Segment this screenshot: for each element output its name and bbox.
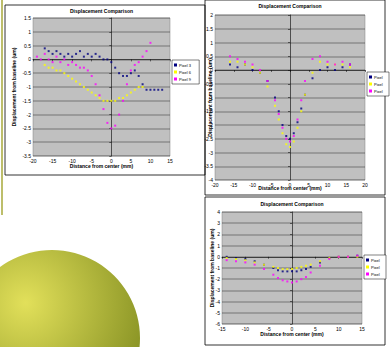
svg-text:-4: -4: [216, 299, 221, 305]
svg-text:-15: -15: [218, 326, 225, 332]
svg-text:Displacement Comparison: Displacement Comparison: [258, 3, 321, 9]
svg-text:-2.5: -2.5: [204, 135, 213, 142]
svg-text:-10: -10: [249, 182, 256, 188]
svg-text:1.5: 1.5: [24, 15, 31, 21]
svg-text:-2: -2: [216, 276, 221, 282]
svg-text:-2: -2: [27, 112, 32, 118]
svg-text:-3: -3: [216, 287, 221, 293]
svg-text:10: 10: [336, 326, 342, 332]
svg-text:10: 10: [148, 158, 154, 164]
svg-text:-20: -20: [29, 158, 36, 164]
svg-text:-15: -15: [230, 182, 237, 188]
svg-text:-10: -10: [68, 157, 76, 164]
svg-text:1: 1: [217, 243, 220, 249]
svg-text:-3.5: -3.5: [22, 153, 31, 159]
svg-text:0.5: 0.5: [206, 53, 213, 60]
svg-text:-5: -5: [89, 157, 94, 164]
svg-text:Pixel: Pixel: [371, 272, 380, 277]
svg-text:0: 0: [217, 254, 220, 260]
svg-text:Pixel 9: Pixel 9: [179, 77, 192, 82]
svg-text:1: 1: [28, 29, 31, 35]
svg-text:10: 10: [325, 182, 331, 188]
svg-text:0: 0: [290, 325, 294, 332]
svg-text:Pixel 6: Pixel 6: [179, 70, 192, 75]
svg-text:-15: -15: [49, 158, 56, 164]
svg-text:Distance from center (mm): Distance from center (mm): [70, 163, 134, 169]
svg-text:Pixel: Pixel: [374, 89, 383, 94]
svg-text:1.5: 1.5: [206, 26, 213, 32]
svg-text:Distance from center (mm): Distance from center (mm): [260, 331, 324, 337]
svg-text:0: 0: [109, 157, 113, 164]
svg-text:-1.5: -1.5: [22, 98, 31, 104]
svg-text:-0.5: -0.5: [22, 70, 31, 76]
svg-text:-4: -4: [208, 177, 213, 183]
svg-text:-2.5: -2.5: [22, 125, 31, 131]
svg-text:Displacement from baseline (um: Displacement from baseline (um): [207, 58, 213, 137]
svg-text:-3: -3: [209, 150, 214, 156]
svg-text:-3: -3: [27, 139, 32, 145]
svg-text:Pixel: Pixel: [374, 75, 383, 80]
svg-text:Pixel 3: Pixel 3: [179, 63, 192, 68]
svg-text:15: 15: [343, 182, 349, 188]
svg-text:-20: -20: [211, 182, 218, 188]
svg-text:5: 5: [313, 325, 317, 332]
svg-text:Displacement from baseline (um: Displacement from baseline (um): [11, 47, 17, 126]
svg-text:-5: -5: [216, 310, 221, 316]
svg-text:5: 5: [129, 157, 133, 164]
svg-text:Pixel: Pixel: [374, 82, 383, 87]
svg-text:-1: -1: [216, 265, 221, 271]
svg-text:4: 4: [217, 209, 220, 215]
svg-text:Pixel: Pixel: [371, 265, 380, 270]
svg-text:2: 2: [210, 12, 213, 18]
svg-text:-3.5: -3.5: [204, 163, 213, 169]
svg-text:-6: -6: [215, 321, 220, 327]
svg-text:0: 0: [28, 56, 31, 62]
svg-text:-5: -5: [266, 325, 271, 332]
svg-text:3: 3: [217, 220, 220, 226]
svg-text:-1: -1: [27, 84, 32, 90]
svg-text:Displacement Comparison: Displacement Comparison: [70, 8, 133, 14]
svg-text:Pixel: Pixel: [371, 258, 380, 263]
svg-text:1: 1: [210, 40, 213, 46]
svg-text:20: 20: [362, 182, 368, 188]
svg-text:Distance from center (mm): Distance from center (mm): [258, 185, 322, 191]
svg-text:15: 15: [167, 158, 173, 164]
svg-text:2: 2: [217, 231, 220, 237]
svg-text:0.5: 0.5: [24, 43, 31, 49]
svg-text:Displacement from baseline (um: Displacement from baseline (um): [209, 228, 215, 307]
svg-text:Displacement Comparison: Displacement Comparison: [260, 201, 323, 207]
svg-text:15: 15: [359, 326, 365, 332]
svg-text:-10: -10: [242, 326, 249, 332]
